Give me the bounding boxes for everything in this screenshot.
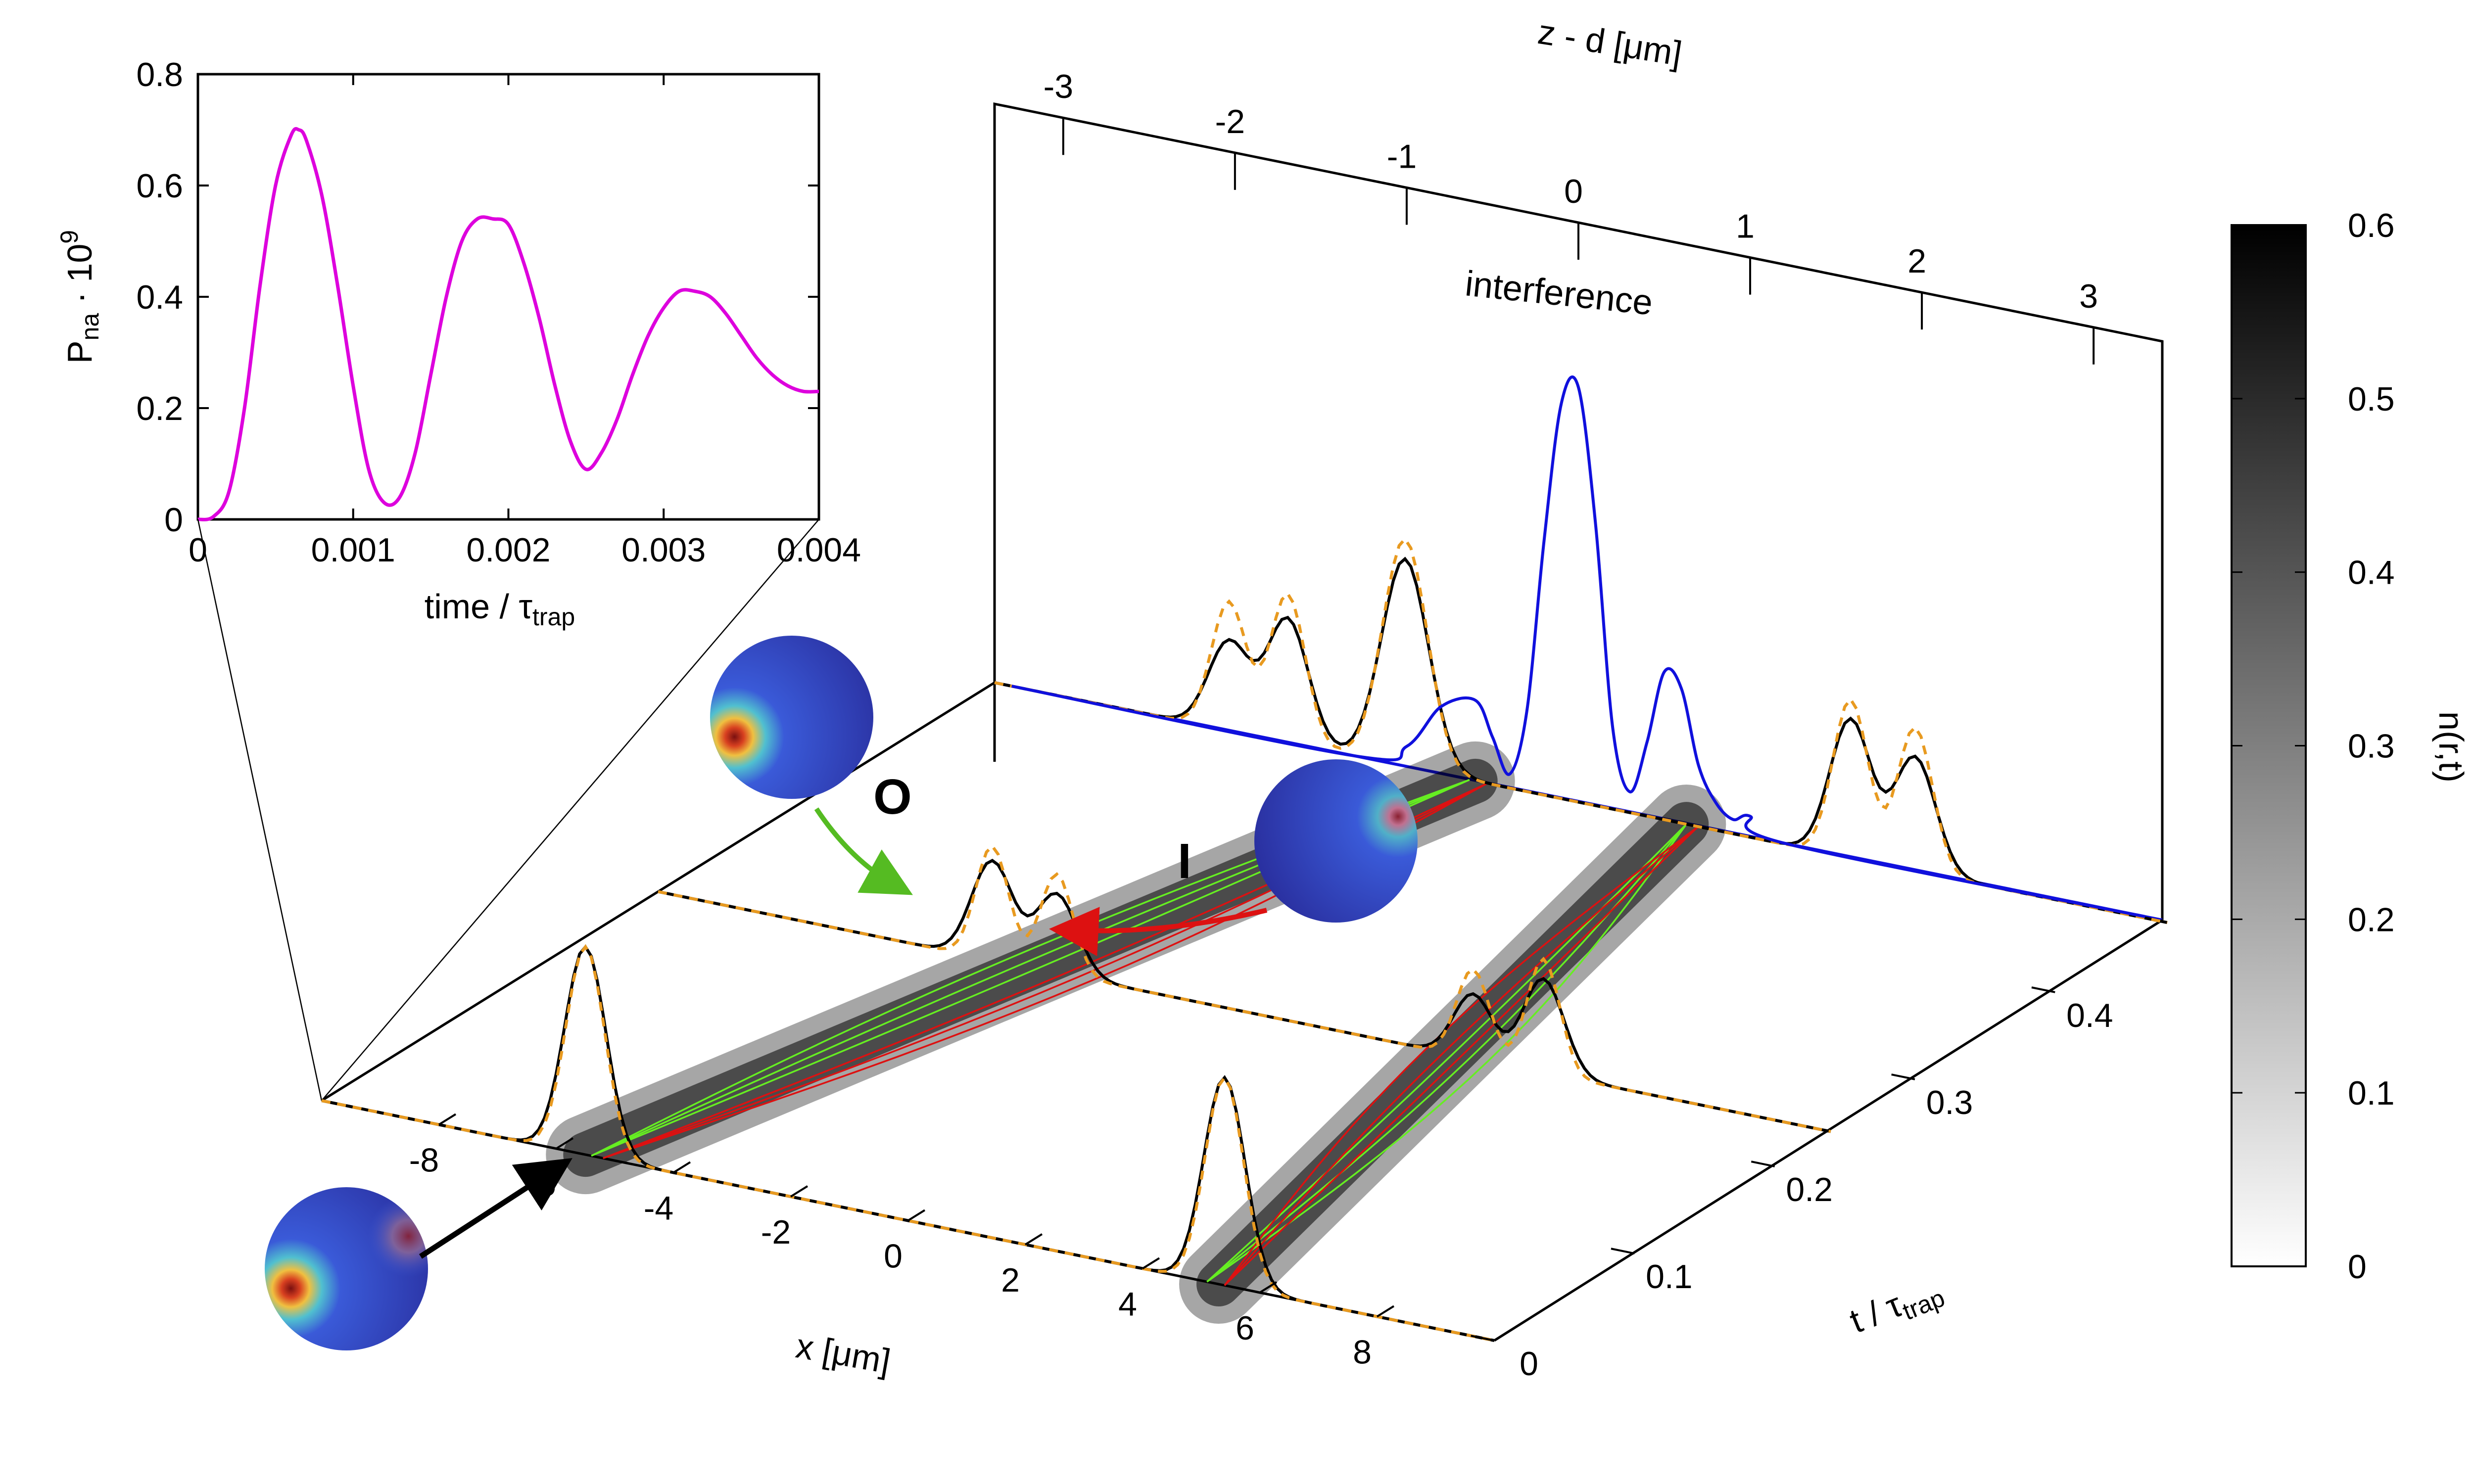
x-tick-label: -8 (409, 1142, 439, 1179)
x-tick-label: 0 (884, 1238, 903, 1275)
density-bands (546, 741, 1726, 1324)
inset-x-tick-label: 0.001 (311, 531, 395, 569)
t-tick-label: 0.2 (1786, 1171, 1833, 1208)
trajectory-line (1224, 826, 1699, 1286)
colorbar-label: n(r,t) (2432, 711, 2471, 783)
t-tick-label: 0.1 (1646, 1258, 1693, 1296)
t-tick-mark (2031, 986, 2055, 993)
x-tick-mark (1376, 1305, 1395, 1318)
inset-x-axis-label: time / τtrap (425, 587, 575, 631)
t-tick-label: 0.4 (2066, 997, 2113, 1034)
z-axis-label: z - d [μm] (1535, 12, 1685, 73)
t-tick-mark (1471, 1335, 1495, 1342)
trajectory-line (1206, 824, 1687, 1283)
colorbar-tick-label: 0.5 (2348, 380, 2395, 418)
colorbar-gradient (2231, 224, 2307, 1267)
inset-probability-curve (197, 127, 819, 521)
z-tick-label: 2 (1907, 242, 1926, 280)
t-tick-label: 0.3 (1926, 1084, 1973, 1121)
x-tick-mark (555, 1137, 574, 1150)
z-tick-label: 0 (1564, 173, 1583, 210)
x-tick-mark (1024, 1233, 1043, 1246)
inset-chart: 0 0.001 0.002 0.003 0.004 0 0.2 0.4 0.6 0.8 time… (55, 56, 861, 1101)
inset-x-ticks: 0 0.001 0.002 0.003 0.004 (189, 74, 861, 569)
outgoing-label: O (873, 769, 912, 825)
x-tick-mark (672, 1161, 691, 1174)
colorbar-tick-label: 0.4 (2348, 554, 2395, 592)
inset-plot-frame (196, 73, 820, 521)
inset-x-tick-label: 0.004 (777, 531, 861, 569)
t-axis-label: t / τtrap (1845, 1269, 1949, 1345)
inset-connector-line (197, 519, 323, 1101)
trajectories (591, 779, 1699, 1286)
z-axis-ticks: -3 -2 -1 0 1 2 3 (1044, 68, 2098, 365)
x-tick-label: -4 (644, 1190, 673, 1227)
x-tick-label: 8 (1353, 1334, 1372, 1371)
inset-y-axis-label: Pna · 109 (55, 230, 104, 364)
inset-y-ticks: 0 0.2 0.4 0.6 0.8 (136, 56, 819, 539)
trajectory-line (1224, 826, 1699, 1286)
x-tick-label: 2 (1001, 1261, 1020, 1299)
x-tick-label: 6 (1236, 1309, 1254, 1347)
inset-y-tick-label: 0.4 (136, 278, 183, 316)
interference-label: interference (1463, 264, 1654, 323)
z-tick-label: -3 (1044, 68, 1073, 105)
colorbar-tick-label: 0.6 (2348, 207, 2395, 244)
inset-x-tick-label: 0.002 (466, 531, 550, 569)
z-tick-label: -2 (1215, 103, 1245, 140)
z-tick-label: -1 (1387, 138, 1417, 175)
t-tick-label: 0 (1520, 1345, 1538, 1383)
inset-y-tick-label: 0.8 (136, 56, 183, 93)
colorbar-tick-label: 0.2 (2348, 901, 2395, 938)
x-tick-mark (790, 1185, 809, 1198)
density-slice-dashed (321, 944, 1495, 1342)
x-axis-label: x [μm] (793, 1326, 894, 1381)
sphere-initial-highlight (265, 1187, 428, 1350)
t-tick-mark (1891, 1073, 1915, 1080)
x-tick-mark (907, 1209, 926, 1222)
incoming-arrow (1049, 907, 1268, 957)
colorbar-tick-label: 0.3 (2348, 728, 2395, 765)
t-tick-mark (1611, 1248, 1635, 1254)
colorbar-tick-label: 0.1 (2348, 1074, 2395, 1112)
inset-connector-line (321, 519, 819, 1101)
colorbar-tick-label: 0 (2348, 1248, 2367, 1286)
colorbar-ticks: 0 0.1 0.2 0.3 0.4 0.5 0.6 (2232, 207, 2395, 1286)
interference-curve (1011, 375, 2145, 918)
initial-arrow (419, 1158, 572, 1259)
incoming-label: I (1178, 834, 1191, 889)
density-slice-dashed (994, 536, 2168, 924)
density-slice-solid (994, 556, 2168, 924)
t-axis-ticks: 0 0.1 0.2 0.3 0.4 (1471, 986, 2113, 1383)
inset-y-tick-label: 0.6 (136, 167, 183, 205)
sphere-incoming (1254, 759, 1418, 923)
x-tick-label: -2 (761, 1213, 791, 1251)
colorbar: 0 0.1 0.2 0.3 0.4 0.5 0.6 n(r,t) (2231, 207, 2471, 1286)
z-tick-label: 1 (1736, 208, 1755, 245)
z-tick-label: 3 (2079, 278, 2098, 315)
x-tick-mark (1142, 1257, 1160, 1270)
outgoing-arrow (814, 807, 913, 895)
density-slice-dashed (658, 844, 1831, 1133)
inset-y-tick-label: 0.2 (136, 390, 183, 427)
inset-y-tick-label: 0 (164, 501, 183, 539)
t-tick-mark (1751, 1160, 1775, 1167)
inset-x-tick-label: 0.003 (621, 531, 706, 569)
x-tick-mark (1259, 1281, 1278, 1294)
x-tick-label: 4 (1118, 1286, 1137, 1323)
sphere-outgoing (710, 636, 873, 799)
trajectory-line (1224, 826, 1699, 1286)
x-tick-mark (438, 1113, 457, 1126)
